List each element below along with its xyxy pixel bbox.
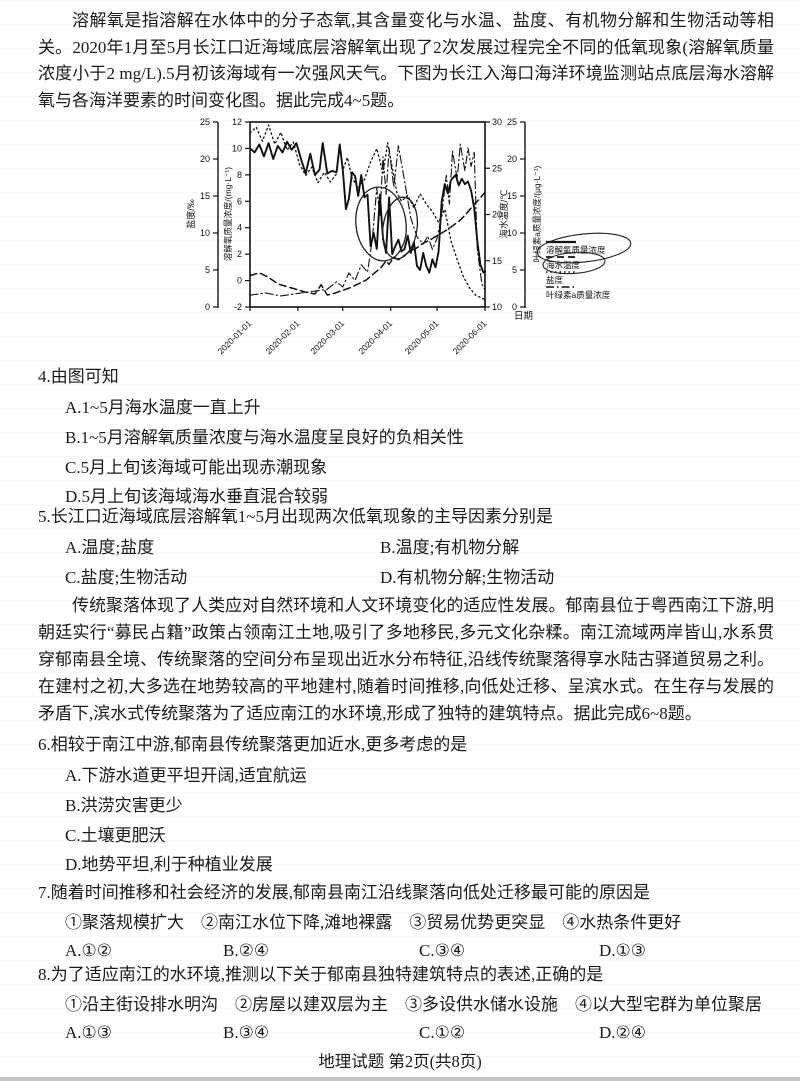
hand-drawn-low-oxygen-circles bbox=[355, 186, 419, 262]
svg-text:2020-04-01: 2020-04-01 bbox=[356, 318, 394, 356]
series-chl bbox=[249, 143, 486, 297]
question-7-option-b: B.②④ bbox=[223, 941, 270, 960]
svg-text:20: 20 bbox=[200, 154, 210, 164]
svg-text:盐度/‰: 盐度/‰ bbox=[185, 199, 196, 229]
series-temp bbox=[249, 191, 486, 296]
question-4-stem: 4.由图可知 bbox=[38, 367, 119, 386]
legend-label-chl: 叶绿素a质量浓度 bbox=[546, 290, 611, 300]
svg-text:20: 20 bbox=[507, 154, 517, 164]
do-timeseries-figure: 0 5 10 15 20 25 盐度/‰ -2 0 2 4 6 8 10 12 溶解氧质量浓度/(mg·L⁻¹… bbox=[180, 112, 650, 364]
question-8-stem: 8.为了适应南江的水环境,推测以下关于郁南县独特建筑特点的表述,正确的是 bbox=[38, 965, 604, 984]
hand-drawn-legend-circles bbox=[536, 232, 632, 275]
svg-text:2020-05-01: 2020-05-01 bbox=[403, 318, 441, 356]
question-6-option-b: B.洪涝灾害更少 bbox=[65, 795, 183, 815]
svg-text:2020-01-01: 2020-01-01 bbox=[216, 318, 254, 356]
svg-text:20: 20 bbox=[492, 210, 502, 220]
question-4: 4.由图可知 A.1~5月海水温度一直上升 B.1~5月溶解氧质量浓度与海水温度… bbox=[38, 365, 778, 512]
question-4-option-a: A.1~5月海水温度一直上升 bbox=[65, 398, 261, 417]
svg-text:0: 0 bbox=[237, 276, 242, 286]
svg-text:10: 10 bbox=[200, 228, 210, 238]
question-4-option-d: D.5月上旬该海域海水垂直混合较弱 bbox=[65, 487, 329, 507]
legend-label-do: 溶解氧质量浓度 bbox=[546, 245, 606, 255]
dissolved-oxygen-axis: -2 0 2 4 6 8 10 12 溶解氧质量浓度/(mg·L⁻¹) bbox=[223, 117, 250, 312]
svg-text:6: 6 bbox=[237, 196, 242, 206]
question-7-option-d: D.①③ bbox=[599, 941, 647, 960]
temperature-axis: 10 15 20 25 30 海水温度/℃ bbox=[485, 117, 509, 312]
svg-text:8: 8 bbox=[237, 170, 242, 180]
question-6-option-a: A.下游水道更平坦开阔,适宜航运 bbox=[65, 766, 307, 785]
question-7-stem: 7.随着时间推移和社会经济的发展,郁南县南江沿线聚落向低处迁移最可能的原因是 bbox=[38, 883, 650, 902]
question-6-option-d: D.地势平坦,利于种植业发展 bbox=[65, 855, 273, 875]
question-8: 8.为了适应南江的水环境,推测以下关于郁南县独特建筑特点的表述,正确的是 ①沿主… bbox=[38, 963, 778, 1047]
svg-text:海水温度/℃: 海水温度/℃ bbox=[498, 190, 509, 239]
salinity-axis: 0 5 10 15 20 25 盐度/‰ bbox=[185, 117, 219, 312]
svg-text:-2: -2 bbox=[234, 302, 242, 312]
question-8-options: A.①③ B.③④ C.①② D.②④ bbox=[38, 1019, 778, 1047]
question-8-option-d: D.②④ bbox=[599, 1023, 647, 1042]
svg-text:15: 15 bbox=[200, 191, 210, 201]
svg-text:25: 25 bbox=[200, 117, 210, 127]
svg-text:5: 5 bbox=[512, 265, 517, 275]
svg-text:2020-03-01: 2020-03-01 bbox=[308, 318, 346, 356]
question-4-options: A.1~5月海水温度一直上升 B.1~5月溶解氧质量浓度与海水温度呈良好的负相关… bbox=[38, 393, 778, 512]
question-5-option-d: D.有机物分解;生物活动 bbox=[380, 568, 555, 587]
question-7-option-c: C.③④ bbox=[419, 941, 466, 960]
legend-label-temp: 海水温度 bbox=[546, 260, 581, 270]
svg-text:5: 5 bbox=[205, 265, 210, 275]
svg-text:10: 10 bbox=[492, 302, 502, 312]
intro-paragraph-traditional-settlements: 传统聚落体现了人类应对自然环境和人文环境变化的适应性发展。郁南县位于粤西南江下游… bbox=[38, 596, 774, 723]
series-salinity bbox=[249, 124, 486, 301]
question-7-option-a: A.①② bbox=[65, 941, 113, 960]
svg-text:30: 30 bbox=[492, 117, 502, 127]
chlorophyll-axis: 0 5 10 15 20 25 叶绿素a质量浓度/(μg·L⁻¹) bbox=[507, 117, 542, 312]
question-7-options: A.①② B.②④ C.③④ D.①③ bbox=[38, 937, 778, 965]
scan-artifact-bottom-edge bbox=[0, 1077, 800, 1081]
series-do bbox=[249, 140, 486, 274]
question-5-stem: 5.长江口近海域底层溶解氧1~5月出现两次低氧现象的主导因素分别是 bbox=[38, 507, 553, 526]
question-5-option-b: B.温度;有机物分解 bbox=[380, 538, 520, 557]
date-axis: 2020-01-01 2020-02-01 2020-03-01 2020-04-01… bbox=[216, 307, 533, 356]
page-footer: 地理试题 第2页(共8页) bbox=[318, 1052, 482, 1071]
svg-text:12: 12 bbox=[232, 117, 242, 127]
question-8-option-c: C.①② bbox=[419, 1023, 466, 1042]
do-timeseries-chart: 0 5 10 15 20 25 盐度/‰ -2 0 2 4 6 8 10 12 溶解氧质量浓度/(mg·L⁻¹… bbox=[185, 117, 632, 356]
svg-text:15: 15 bbox=[492, 256, 502, 266]
svg-text:溶解氧质量浓度/(mg·L⁻¹): 溶解氧质量浓度/(mg·L⁻¹) bbox=[223, 167, 233, 261]
question-4-option-c: C.5月上旬该海域可能出现赤潮现象 bbox=[65, 457, 328, 477]
question-8-option-b: B.③④ bbox=[223, 1023, 270, 1042]
question-7-numbered-items: ①聚落规模扩大 ②南江水位下降,滩地裸露 ③贸易优势更突显 ④水热条件更好 bbox=[65, 913, 682, 932]
question-5-options: A.温度;盐度 B.温度;有机物分解 C.盐度;生物活动 D.有机物分解;生物活… bbox=[38, 533, 778, 593]
question-6-option-c: C.土壤更肥沃 bbox=[65, 825, 166, 845]
svg-text:0: 0 bbox=[205, 302, 210, 312]
svg-text:15: 15 bbox=[507, 191, 517, 201]
question-8-numbered-items: ①沿主街设排水明沟 ②房屋以建双层为主 ③多设供水储水设施 ④以大型宅群为单位聚… bbox=[65, 995, 762, 1014]
svg-text:25: 25 bbox=[492, 163, 502, 173]
intro-paragraph-dissolved-oxygen: 溶解氧是指溶解在水体中的分子态氧,其含量变化与水温、盐度、有机物分解和生物活动等… bbox=[38, 11, 774, 110]
svg-text:2020-06-01: 2020-06-01 bbox=[451, 318, 489, 356]
svg-text:2020-02-01: 2020-02-01 bbox=[264, 318, 302, 356]
question-6-options: A.下游水道更平坦开阔,适宜航运 B.洪涝灾害更少 C.土壤更肥沃 D.地势平坦… bbox=[38, 761, 778, 880]
svg-text:4: 4 bbox=[237, 223, 242, 233]
question-5-option-c: C.盐度;生物活动 bbox=[65, 568, 188, 587]
svg-text:日期: 日期 bbox=[514, 311, 533, 322]
svg-text:叶绿素a质量浓度/(μg·L⁻¹): 叶绿素a质量浓度/(μg·L⁻¹) bbox=[532, 165, 542, 262]
legend-label-salinity: 盐度 bbox=[546, 275, 564, 285]
question-8-option-a: A.①③ bbox=[65, 1023, 113, 1042]
question-6: 6.相较于南江中游,郁南县传统聚落更加近水,更多考虑的是 A.下游水道更平坦开阔… bbox=[38, 733, 778, 880]
svg-text:10: 10 bbox=[232, 143, 242, 153]
svg-text:2: 2 bbox=[237, 249, 242, 259]
svg-text:25: 25 bbox=[507, 117, 517, 127]
svg-text:0: 0 bbox=[512, 302, 517, 312]
question-4-option-b: B.1~5月溶解氧质量浓度与海水温度呈良好的负相关性 bbox=[65, 427, 464, 447]
question-7: 7.随着时间推移和社会经济的发展,郁南县南江沿线聚落向低处迁移最可能的原因是 ①… bbox=[38, 881, 778, 965]
svg-text:10: 10 bbox=[507, 228, 517, 238]
question-6-stem: 6.相较于南江中游,郁南县传统聚落更加近水,更多考虑的是 bbox=[38, 735, 468, 754]
question-5-option-a: A.温度;盐度 bbox=[65, 538, 155, 557]
question-5: 5.长江口近海域底层溶解氧1~5月出现两次低氧现象的主导因素分别是 A.温度;盐… bbox=[38, 505, 778, 593]
